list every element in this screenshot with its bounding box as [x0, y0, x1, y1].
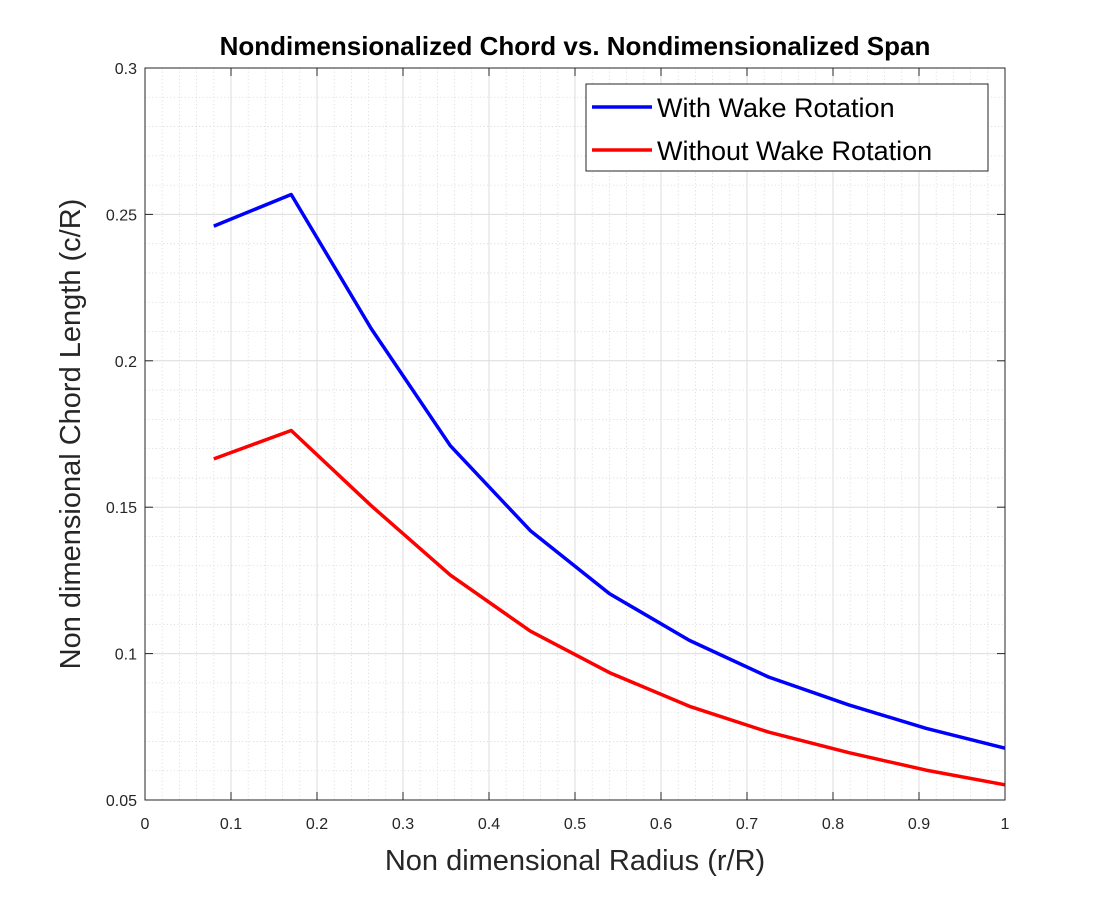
- legend-label-without-wake-rotation: Without Wake Rotation: [657, 136, 932, 166]
- x-tick-label: 0.1: [220, 816, 242, 833]
- x-tick-label: 0.8: [822, 816, 844, 833]
- tick-marks: [144, 67, 1006, 801]
- y-tick-label: 0.1: [115, 647, 137, 664]
- y-tick-label: 0.15: [106, 500, 137, 517]
- x-tick-label: 0.9: [908, 816, 930, 833]
- legend-box: [585, 83, 989, 172]
- y-tick-label: 0.05: [106, 793, 137, 810]
- x-tick-labels: 0 0.1 0.2 0.3 0.4 0.5 0.6 0.7 0.8 0.9 1: [141, 816, 1010, 833]
- y-tick-label: 0.25: [106, 207, 137, 224]
- y-tick-labels: 0.05 0.1 0.15 0.2 0.25 0.3: [106, 61, 137, 810]
- x-tick-label: 1: [1001, 816, 1010, 833]
- y-tick-label: 0.3: [115, 61, 137, 78]
- y-axis-label: Non dimensional Chord Length (c/R): [55, 199, 87, 670]
- x-tick-label: 0: [141, 816, 150, 833]
- major-grid: [144, 67, 1006, 801]
- x-tick-label: 0.4: [478, 816, 500, 833]
- series-line-without-wake-rotation: [213, 428, 1006, 787]
- series-line-with-wake-rotation: [213, 192, 1006, 750]
- x-tick-label: 0.3: [392, 816, 414, 833]
- series-layer: [213, 192, 1006, 787]
- x-tick-label: 0.7: [736, 816, 758, 833]
- x-tick-label: 0.5: [564, 816, 586, 833]
- x-tick-label: 0.6: [650, 816, 672, 833]
- chart-title: Nondimensionalized Chord vs. Nondimensio…: [220, 31, 931, 61]
- x-tick-label: 0.2: [306, 816, 328, 833]
- x-axis-label: Non dimensional Radius (r/R): [385, 845, 765, 877]
- legend: With Wake Rotation Without Wake Rotation: [585, 83, 989, 172]
- legend-label-with-wake-rotation: With Wake Rotation: [657, 93, 895, 123]
- y-tick-label: 0.2: [115, 354, 137, 371]
